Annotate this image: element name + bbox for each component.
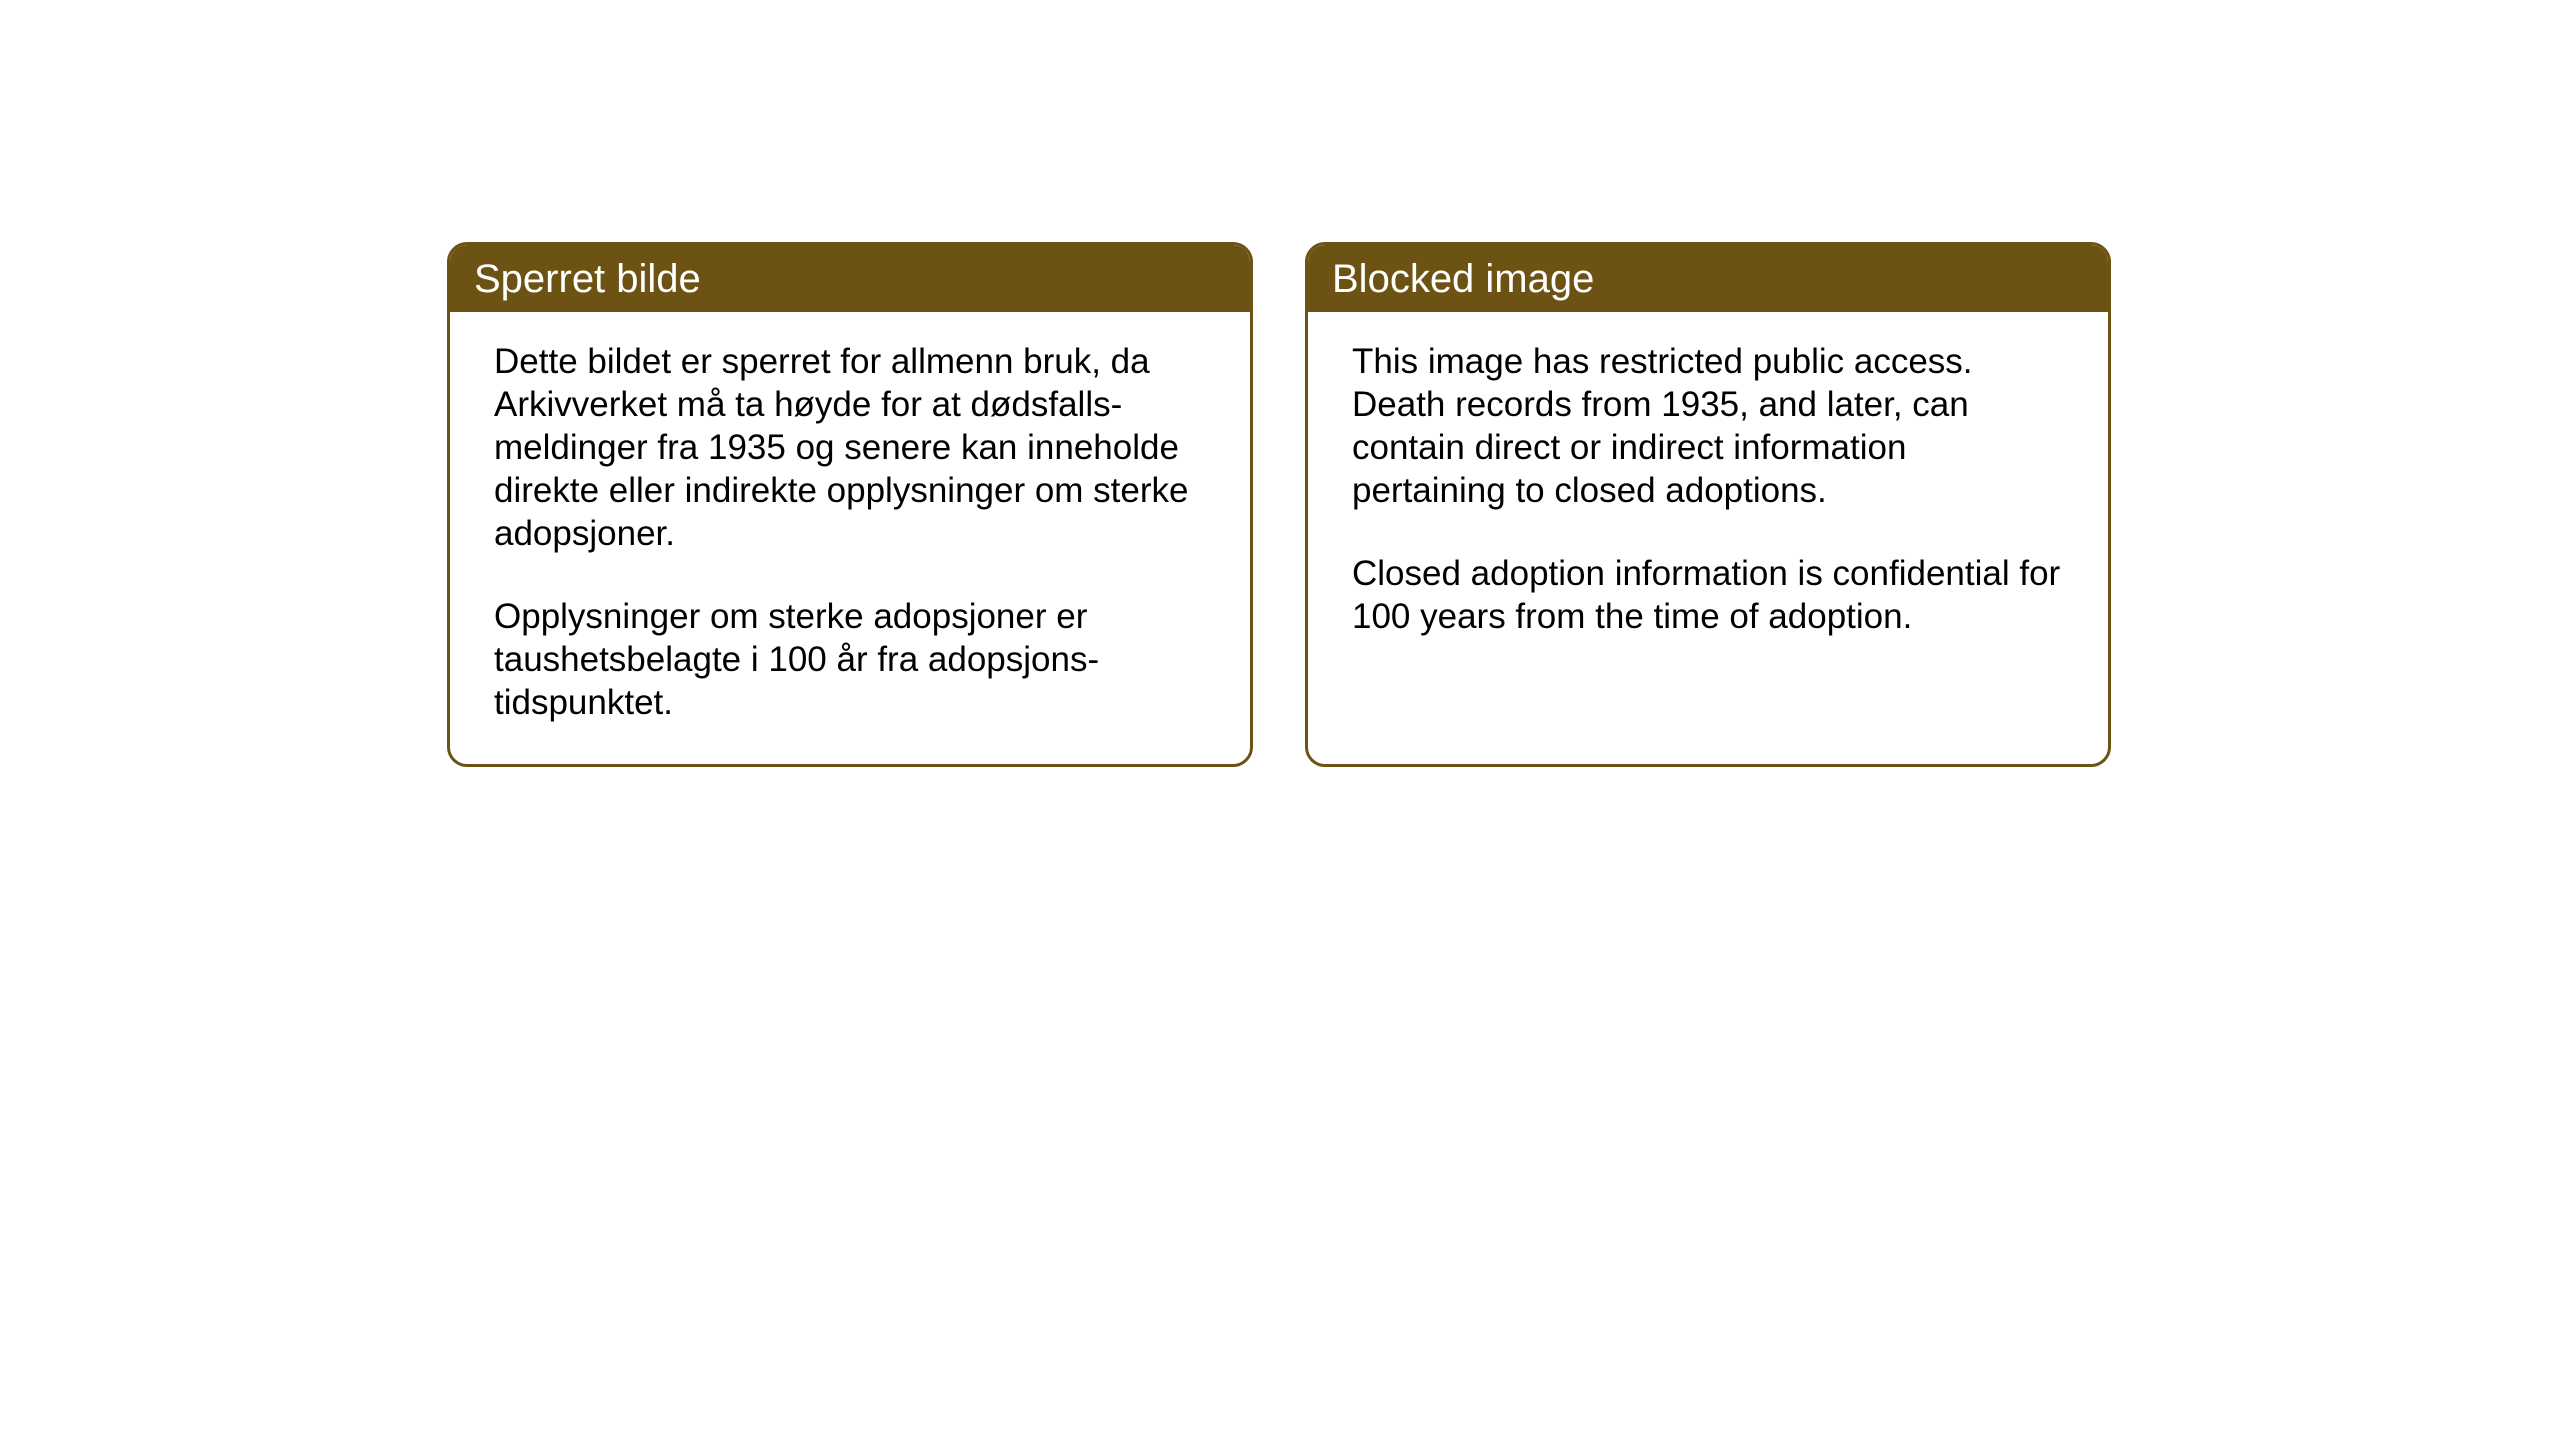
notice-box-norwegian: Sperret bilde Dette bildet er sperret fo… (447, 242, 1253, 767)
notice-title-english: Blocked image (1332, 257, 2084, 302)
notice-box-english: Blocked image This image has restricted … (1305, 242, 2111, 767)
notice-paragraph-1-norwegian: Dette bildet er sperret for allmenn bruk… (494, 340, 1210, 555)
notice-paragraph-2-norwegian: Opplysninger om sterke adopsjoner er tau… (494, 595, 1210, 724)
notice-container: Sperret bilde Dette bildet er sperret fo… (447, 242, 2111, 767)
notice-paragraph-2-english: Closed adoption information is confident… (1352, 552, 2068, 638)
notice-header-english: Blocked image (1308, 245, 2108, 312)
notice-header-norwegian: Sperret bilde (450, 245, 1250, 312)
notice-body-english: This image has restricted public access.… (1308, 312, 2108, 678)
notice-title-norwegian: Sperret bilde (474, 257, 1226, 302)
notice-paragraph-1-english: This image has restricted public access.… (1352, 340, 2068, 512)
notice-body-norwegian: Dette bildet er sperret for allmenn bruk… (450, 312, 1250, 764)
